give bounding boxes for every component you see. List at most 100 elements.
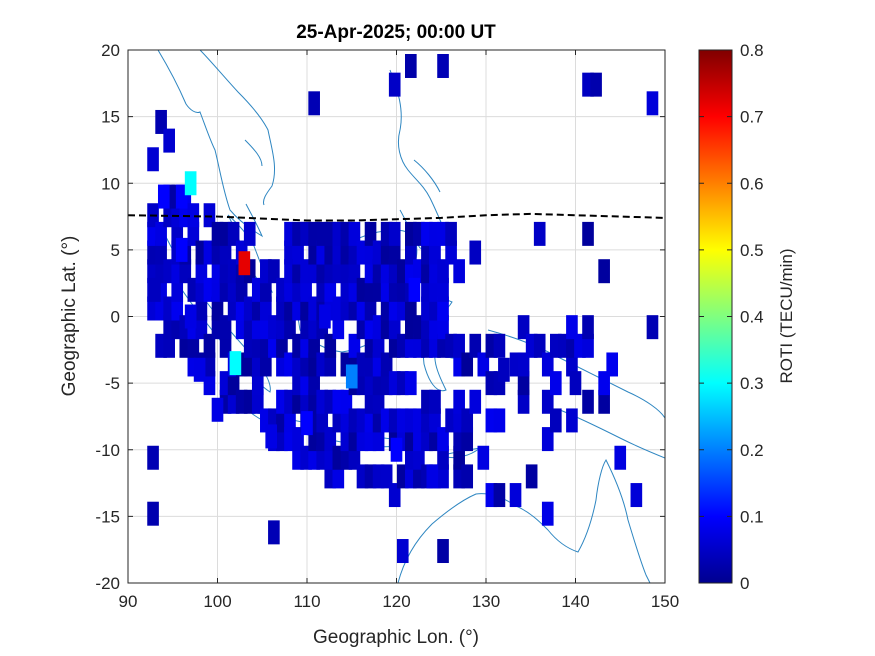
roti-cell-background bbox=[235, 389, 248, 414]
roti-cell-background bbox=[155, 221, 167, 246]
roti-cell-background bbox=[316, 427, 329, 452]
roti-cell-background bbox=[147, 259, 159, 284]
roti-cell-background bbox=[461, 427, 474, 452]
roti-cell-background bbox=[147, 240, 159, 265]
roti-cell-background bbox=[388, 240, 401, 265]
roti-cell-background bbox=[549, 333, 562, 358]
roti-cell-background bbox=[219, 333, 232, 358]
roti-cell-background bbox=[268, 315, 280, 340]
roti-cell-background bbox=[155, 109, 167, 134]
roti-cell-background bbox=[364, 427, 377, 452]
roti-cell-background bbox=[646, 315, 659, 340]
roti-cell-background bbox=[219, 277, 232, 302]
magnetic-equator-line bbox=[128, 212, 665, 222]
roti-cell-background bbox=[582, 72, 594, 97]
roti-cell-background bbox=[413, 427, 425, 452]
roti-cell-background bbox=[533, 221, 546, 246]
roti-cell-background bbox=[179, 333, 192, 358]
roti-cell-background bbox=[260, 296, 272, 321]
roti-cell-background bbox=[477, 445, 490, 470]
roti-cell-background bbox=[243, 221, 256, 246]
roti-cell-background bbox=[453, 445, 465, 470]
roti-cell-background bbox=[364, 389, 377, 414]
colorbar-tick-label: 0.5 bbox=[740, 241, 764, 260]
roti-cell-background bbox=[413, 259, 425, 284]
roti-cell-background bbox=[485, 408, 498, 433]
roti-cell-background bbox=[276, 277, 288, 302]
roti-cell-background bbox=[405, 53, 417, 78]
roti-cell-background bbox=[268, 520, 280, 545]
roti-cell-background bbox=[405, 427, 417, 452]
roti-cell-background bbox=[525, 464, 538, 489]
roti-cell-background bbox=[364, 464, 377, 489]
roti-cell-background bbox=[292, 427, 304, 452]
roti-cell-background bbox=[251, 371, 264, 396]
roti-cell-background bbox=[590, 72, 602, 97]
roti-cell-background bbox=[566, 315, 578, 340]
roti-cell-background bbox=[211, 296, 224, 321]
roti-cell-background bbox=[437, 333, 449, 358]
roti-cell-background bbox=[324, 427, 337, 452]
roti-cell-background bbox=[260, 333, 272, 358]
roti-cell-background bbox=[413, 445, 425, 470]
x-axis-ticks: 90 100 110 120 130 140 150 bbox=[119, 50, 679, 611]
roti-cell-background bbox=[276, 333, 288, 358]
roti-cell-background bbox=[284, 296, 296, 321]
roti-cell-background bbox=[396, 427, 409, 452]
roti-cell-background bbox=[308, 315, 320, 340]
roti-cell-background bbox=[332, 389, 345, 414]
roti-cell-background bbox=[396, 539, 409, 564]
roti-cell-background bbox=[348, 333, 361, 358]
roti-cell-background bbox=[316, 259, 329, 284]
roti-cell-background bbox=[413, 408, 425, 433]
roti-cell-background bbox=[372, 408, 385, 433]
roti-cell-background bbox=[292, 240, 304, 265]
roti-cell-background bbox=[187, 277, 200, 302]
roti-cell-background bbox=[300, 259, 312, 284]
roti-cell-background bbox=[227, 371, 240, 396]
y-tick-label: -20 bbox=[95, 574, 120, 593]
roti-cell-background bbox=[356, 296, 369, 321]
roti-cell-background bbox=[388, 221, 401, 246]
roti-cell bbox=[175, 184, 188, 209]
roti-cell-background bbox=[364, 408, 377, 433]
roti-cell-background bbox=[413, 221, 425, 246]
roti-cell-background bbox=[437, 277, 449, 302]
roti-cell-background bbox=[243, 296, 256, 321]
roti-cell-background bbox=[147, 501, 159, 526]
roti-cell-background bbox=[517, 352, 530, 377]
roti-cell-background bbox=[284, 408, 296, 433]
roti-cell-background bbox=[332, 315, 345, 340]
roti-cell-background bbox=[582, 315, 594, 340]
roti-cell-background bbox=[380, 277, 393, 302]
roti-cell-background bbox=[405, 296, 417, 321]
roti-cell-background bbox=[380, 259, 393, 284]
roti-cell-background bbox=[348, 408, 361, 433]
roti-cell-background bbox=[171, 315, 184, 340]
roti-cell-background bbox=[227, 389, 240, 414]
roti-cell-background bbox=[147, 147, 159, 172]
roti-cell-background bbox=[372, 389, 385, 414]
roti-cell-background bbox=[469, 389, 482, 414]
roti-cell-background bbox=[421, 296, 433, 321]
roti-cell-background bbox=[292, 259, 304, 284]
x-tick-label: 110 bbox=[293, 592, 320, 611]
roti-cell-background bbox=[380, 240, 393, 265]
roti-cell-background bbox=[147, 445, 159, 470]
roti-cell-background bbox=[549, 371, 562, 396]
roti-cell-background bbox=[421, 259, 433, 284]
roti-cell-background bbox=[276, 315, 288, 340]
roti-cell-background bbox=[429, 427, 441, 452]
roti-cell-background bbox=[235, 277, 248, 302]
roti-cell-background bbox=[372, 427, 385, 452]
roti-cell-background bbox=[364, 240, 377, 265]
roti-cell-background bbox=[316, 240, 329, 265]
roti-cell-background bbox=[324, 352, 337, 377]
roti-cell-background bbox=[364, 315, 377, 340]
roti-cell-background bbox=[308, 389, 320, 414]
roti-cell-background bbox=[356, 315, 369, 340]
roti-cell-background bbox=[332, 464, 345, 489]
roti-cell-background bbox=[356, 464, 369, 489]
colorbar-tick-label: 0.8 bbox=[740, 41, 764, 60]
